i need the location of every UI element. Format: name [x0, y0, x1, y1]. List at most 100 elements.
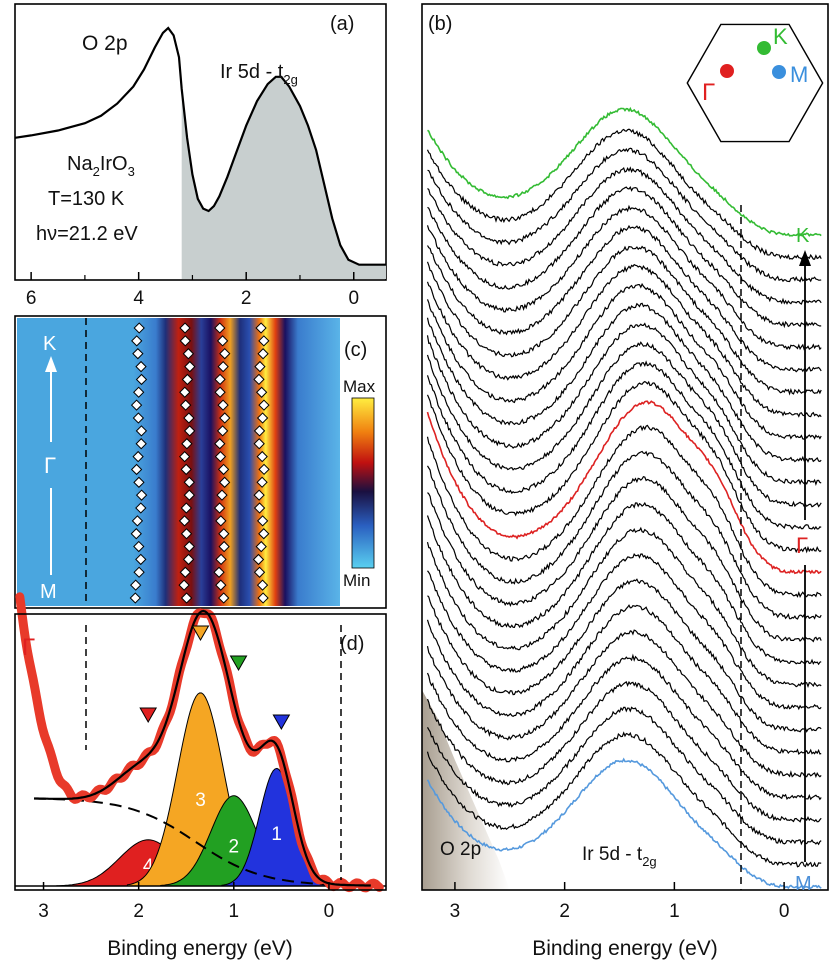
panel-b-tick-label-0: 0 — [779, 901, 790, 922]
spectrum-curve — [426, 380, 822, 554]
band-marker — [184, 360, 196, 373]
spectrum-curve — [426, 604, 822, 755]
panel-d-frame — [14, 613, 387, 891]
panel-c-label: (c) — [344, 339, 367, 361]
band-marker — [218, 592, 230, 604]
panel-a-tick-label-2: 2 — [241, 288, 252, 309]
panel-a-ir5d-label: Ir 5d - t2g — [220, 61, 298, 87]
peak-marker — [272, 714, 291, 731]
sample-name-label: Na2IrO3 — [67, 153, 135, 179]
spectrum-curve — [426, 224, 822, 373]
band-marker — [181, 438, 193, 450]
band-marker — [180, 528, 193, 540]
panel-b-label: (b) — [428, 13, 452, 35]
component-label-3: 3 — [195, 790, 206, 811]
band-marker — [254, 360, 266, 373]
panel-d-tick-label-2: 2 — [133, 901, 144, 922]
bz-m-point — [772, 65, 786, 79]
band-marker — [215, 579, 227, 591]
heatmap-m-label: M — [40, 581, 57, 603]
component-label-4: 4 — [143, 856, 154, 877]
component-label-2: 2 — [229, 836, 240, 857]
spectrum-curve — [426, 282, 822, 440]
panel-b-frame — [421, 3, 829, 891]
band-marker — [132, 348, 144, 360]
spectrum-curve — [426, 360, 822, 531]
band-marker — [217, 360, 229, 373]
band-marker — [253, 566, 266, 578]
spectrum-curve — [427, 552, 822, 711]
panel-d: 4 3 2 1 3 2 1 0 (d) Γ Binding energy (eV) — [14, 592, 387, 960]
band-marker — [213, 502, 226, 514]
band-marker — [217, 463, 230, 476]
sample-sub-3: 3 — [128, 164, 135, 179]
heatmap-background — [17, 318, 340, 606]
colorbar-min-label: Min — [343, 571, 370, 590]
band-marker — [131, 335, 143, 347]
panel-d-background-dashed — [33, 797, 368, 887]
panel-b-o2p-label: O 2p — [440, 839, 481, 860]
spectrum-curve — [427, 475, 822, 643]
spectrum-highlight — [426, 757, 822, 890]
panel-a-ir5d-sub: 2g — [283, 72, 297, 87]
band-marker — [135, 502, 147, 514]
band-marker — [215, 553, 227, 566]
panel-d-tick-label-0: 0 — [324, 901, 335, 922]
band-marker — [132, 450, 144, 463]
panel-d-fit-line — [34, 609, 371, 887]
band-marker — [133, 540, 145, 553]
band-marker — [213, 566, 225, 578]
band-marker — [256, 515, 269, 527]
bz-hexagon — [686, 23, 824, 143]
band-marker — [180, 592, 193, 604]
heatmap-gamma-label: Γ — [44, 453, 56, 478]
band-marker — [258, 528, 270, 540]
band-marker — [216, 335, 229, 347]
peak-marker — [191, 625, 210, 642]
band-marker — [253, 438, 265, 450]
band-marker — [252, 553, 265, 566]
panel-a-spectrum-line — [14, 26, 386, 266]
band-marker — [214, 322, 226, 334]
band-marker — [215, 515, 227, 527]
panel-b-ir5d-label: Ir 5d - t2g — [582, 844, 657, 869]
band-marker — [257, 592, 269, 604]
band-marker — [135, 360, 147, 373]
band-marker — [214, 438, 226, 450]
panel-a-frame — [14, 3, 387, 281]
band-marker — [256, 450, 268, 463]
spectrum-curve — [426, 706, 822, 846]
panel-b-gamma-label: Γ — [796, 533, 808, 558]
band-marker — [133, 476, 145, 488]
band-marker — [178, 450, 191, 463]
panel-d-tick-label-1: 1 — [229, 901, 240, 922]
band-marker — [181, 373, 194, 386]
bz-inset: Γ K M — [686, 23, 824, 143]
bz-k-point — [757, 41, 771, 55]
band-marker — [178, 579, 190, 591]
band-marker — [179, 322, 191, 334]
panel-b-m-label: M — [795, 873, 812, 895]
band-marker — [180, 399, 192, 411]
band-marker — [183, 476, 195, 488]
band-marker — [253, 502, 266, 514]
band-marker — [133, 386, 145, 398]
spectrum-curve — [426, 341, 822, 508]
band-marker — [132, 412, 145, 424]
band-marker — [129, 592, 141, 604]
panel-b-ir5d-sub: 2g — [642, 854, 656, 869]
band-marker — [133, 322, 145, 334]
band-marker — [218, 476, 231, 488]
panel-d-label: (d) — [340, 633, 364, 655]
band-marker — [130, 399, 143, 411]
panel-a-tick-label-0: 0 — [348, 288, 359, 309]
band-marker — [219, 348, 231, 360]
panel-b-ir5d-main: Ir 5d - t — [582, 844, 643, 865]
spectrum-curve — [426, 302, 822, 463]
band-marker — [135, 373, 148, 386]
band-marker — [179, 335, 191, 347]
sample-sub-2: 2 — [93, 164, 100, 179]
band-marker — [255, 322, 267, 334]
